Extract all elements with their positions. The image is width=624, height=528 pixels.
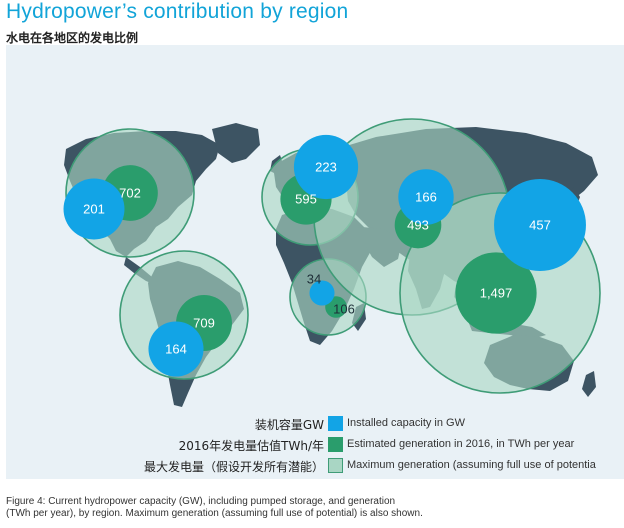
legend-row-installed: 装机容量GW Installed capacity in GW: [6, 415, 624, 435]
legend-swatch-maximum: [328, 458, 343, 473]
legend-row-maximum: 最大发电量（假设开发所有潜能） Maximum generation (assu…: [6, 457, 624, 477]
legend-row-generation: 2016年发电量估值TWh/年 Estimated generation in …: [6, 436, 624, 456]
legend: 装机容量GW Installed capacity in GW 2016年发电量…: [6, 409, 624, 479]
generation-bubble-east-asia-pacific: [455, 252, 537, 334]
generation-label-eurasia: 493: [407, 218, 429, 233]
installed-bubble-africa: [309, 280, 335, 306]
generation-label-south-america: 709: [193, 316, 215, 331]
legend-label-en-generation: Estimated generation in 2016, in TWh per…: [347, 438, 575, 450]
legend-label-en-installed: Installed capacity in GW: [347, 417, 465, 429]
installed-label-europe: 223: [315, 160, 337, 175]
legend-swatch-generation: [328, 437, 343, 452]
legend-label-cn-installed: 装机容量GW: [254, 418, 324, 432]
installed-bubble-south-america: [148, 321, 204, 377]
installed-bubble-europe: [293, 134, 359, 200]
bubble-map: 702 201 709 164 595 223 34 106 493 166 1,497 457: [63, 118, 601, 407]
installed-bubble-east-asia-pacific: [494, 179, 586, 271]
legend-label-cn-maximum: 最大发电量（假设开发所有潜能）: [143, 460, 324, 474]
installed-label-east-asia-pacific: 457: [529, 218, 551, 233]
installed-bubble-eurasia: [398, 169, 454, 225]
installed-bubble-north-america: [63, 178, 125, 240]
legend-label-cn-generation: 2016年发电量估值TWh/年: [178, 439, 324, 453]
legend-label-en-maximum: Maximum generation (assuming full use of…: [347, 459, 596, 471]
installed-label-eurasia: 166: [415, 190, 437, 205]
installed-label-africa: 34: [307, 272, 321, 287]
generation-label-east-asia-pacific: 1,497: [480, 286, 513, 301]
figure-caption: Figure 4: Current hydropower capacity (G…: [6, 496, 618, 520]
caption-line-1: Figure 4: Current hydropower capacity (G…: [6, 496, 396, 507]
generation-label-europe: 595: [295, 192, 317, 207]
generation-label-africa: 106: [333, 302, 355, 317]
installed-label-south-america: 164: [165, 342, 187, 357]
caption-line-2: (TWh per year), by region. Maximum gener…: [6, 508, 423, 519]
installed-label-north-america: 201: [83, 202, 105, 217]
map-panel: 702 201 709 164 595 223 34 106 493 166 1,497 457 装机…: [6, 45, 624, 479]
legend-swatch-installed: [328, 416, 343, 431]
land-greenland: [212, 123, 260, 163]
generation-label-north-america: 702: [119, 186, 141, 201]
land-new-zealand: [582, 371, 596, 397]
chart-title: Hydropower’s contribution by region: [6, 0, 349, 23]
bubbles-layer: 702 201 709 164 595 223 34 106 493 166 1,497 457: [63, 118, 601, 394]
chart-subtitle: 水电在各地区的发电比例: [6, 31, 139, 45]
